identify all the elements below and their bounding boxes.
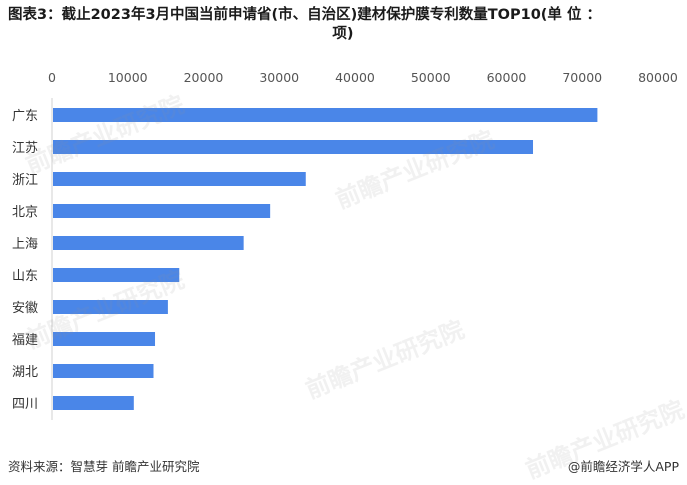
chart-title-line1: 图表3：截止2023年3月中国当前申请省(市、自治区)建材保护膜专利数量TOP1… [8,7,602,23]
category-label: 湖北 [12,365,38,380]
x-tick-label: 80000 [638,70,678,85]
x-tick-label: 50000 [411,70,451,85]
category-label: 福建 [12,333,38,348]
chart-title-line2: 项) [332,26,354,42]
bar [53,300,168,314]
bar [53,204,271,218]
category-label: 北京 [12,205,38,220]
brand-note: @前瞻经济学人APP [567,459,679,474]
bar [53,140,534,154]
x-tick-label: 10000 [108,70,148,85]
bar [53,396,134,410]
category-label: 四川 [12,397,38,412]
category-label: 浙江 [12,173,38,188]
x-tick-label: 40000 [335,70,375,85]
bar [53,364,154,378]
bar [53,236,244,250]
category-label: 广东 [12,109,38,124]
x-tick-label: 60000 [487,70,527,85]
category-label: 安徽 [12,301,38,316]
category-label: 山东 [12,269,38,284]
x-tick-label: 0 [48,70,56,85]
x-tick-label: 30000 [259,70,299,85]
category-label: 上海 [12,237,38,252]
bar [53,268,180,282]
category-label: 江苏 [12,140,38,156]
bar [53,108,598,122]
x-tick-label: 20000 [184,70,224,85]
bar [53,172,306,186]
source-note: 资料来源：智慧芽 前瞻产业研究院 [8,459,200,474]
bar [53,332,156,346]
chart-title: 图表3：截止2023年3月中国当前申请省(市、自治区)建材保护膜专利数量TOP1… [8,6,678,44]
x-tick-label: 70000 [562,70,602,85]
